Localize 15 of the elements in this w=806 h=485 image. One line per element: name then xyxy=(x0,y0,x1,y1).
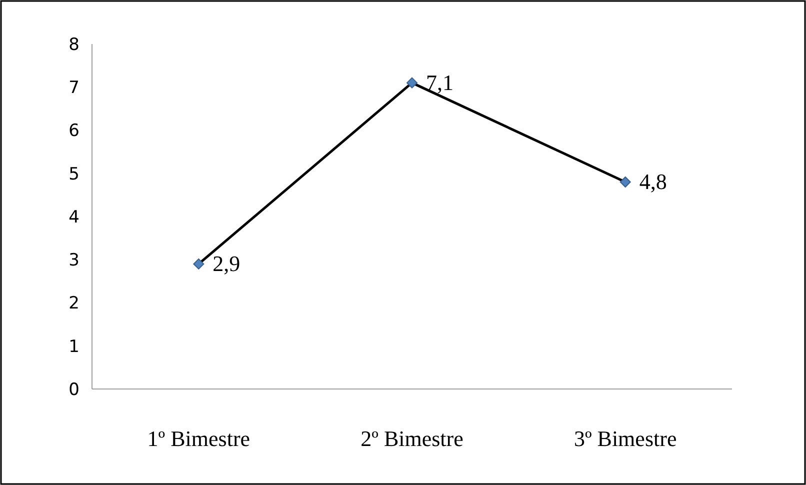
y-tick-label: 0 xyxy=(68,380,80,400)
data-label: 4,8 xyxy=(639,169,667,194)
y-tick-label: 1 xyxy=(68,336,80,357)
data-label: 7,1 xyxy=(426,70,454,95)
y-tick-label: 6 xyxy=(68,121,80,142)
data-label: 2,9 xyxy=(212,250,240,276)
y-tick-label: 7 xyxy=(68,78,80,98)
y-tick-label: 8 xyxy=(68,34,80,55)
y-tick-label: 4 xyxy=(68,207,80,228)
y-tick-label: 5 xyxy=(68,164,80,184)
x-tick-label: 1º Bimestre xyxy=(147,426,250,451)
y-tick-label: 3 xyxy=(68,250,80,271)
x-tick-label: 2º Bimestre xyxy=(360,426,464,451)
y-tick-label: 2 xyxy=(68,294,80,314)
x-tick-label: 3º Bimestre xyxy=(574,426,677,451)
